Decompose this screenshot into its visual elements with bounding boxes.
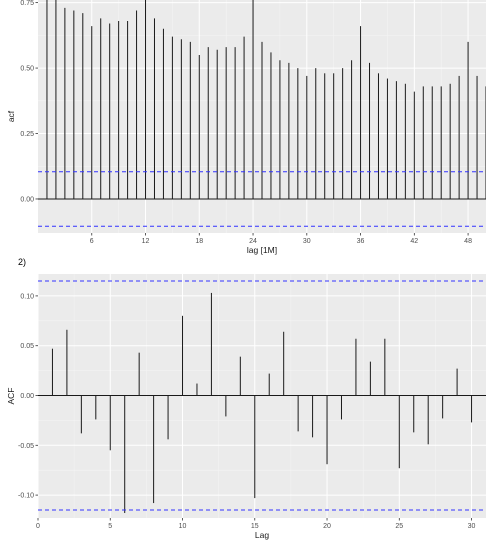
x-tick-label: 12: [142, 238, 150, 245]
x-tick-label: 10: [179, 523, 187, 530]
y-axis-title: ACF: [6, 388, 16, 405]
acf-chart-lag-1m: 0.00 0.25 0.50 0.75 6 12 18 24 30 36 42 48 lag [1M] a…: [6, 0, 486, 255]
x-tick-label: 20: [323, 523, 331, 530]
y-tick-label: -0.10: [18, 493, 34, 500]
section-label: 2): [18, 257, 26, 267]
x-tick-label: 48: [464, 238, 472, 245]
y-tick-label: 0.75: [20, 0, 34, 7]
y-tick-label: 0.10: [20, 293, 34, 300]
x-tick-label: 0: [36, 523, 40, 530]
acf-chart-lag: -0.10 -0.05 0.00 0.05 0.10 0 5 10 15 20 25 30 Lag ACF: [6, 274, 486, 540]
x-tick-label: 25: [395, 523, 403, 530]
y-axis-title: acf: [6, 110, 16, 122]
x-axis-title: lag [1M]: [247, 245, 277, 255]
x-tick-label: 15: [251, 523, 259, 530]
acf-spikes: [51, 292, 473, 514]
x-tick-label: 6: [90, 238, 94, 245]
y-tick-label: 0.25: [20, 131, 34, 138]
x-tick-label: 18: [195, 238, 203, 245]
x-axis-title: Lag: [255, 530, 269, 540]
x-tick-label: 36: [357, 238, 365, 245]
x-tick-label: 30: [303, 238, 311, 245]
y-tick-label: 0.00: [20, 196, 34, 203]
x-tick-label: 5: [108, 523, 112, 530]
y-tick-label: 0.50: [20, 66, 34, 73]
x-tick-label: 42: [410, 238, 418, 245]
x-tick-label: 30: [468, 523, 476, 530]
y-tick-label: 0.00: [20, 393, 34, 400]
y-tick-label: -0.05: [18, 443, 34, 450]
y-tick-label: 0.05: [20, 343, 34, 350]
x-tick-label: 24: [249, 238, 257, 245]
acf-spikes: [46, 0, 486, 199]
